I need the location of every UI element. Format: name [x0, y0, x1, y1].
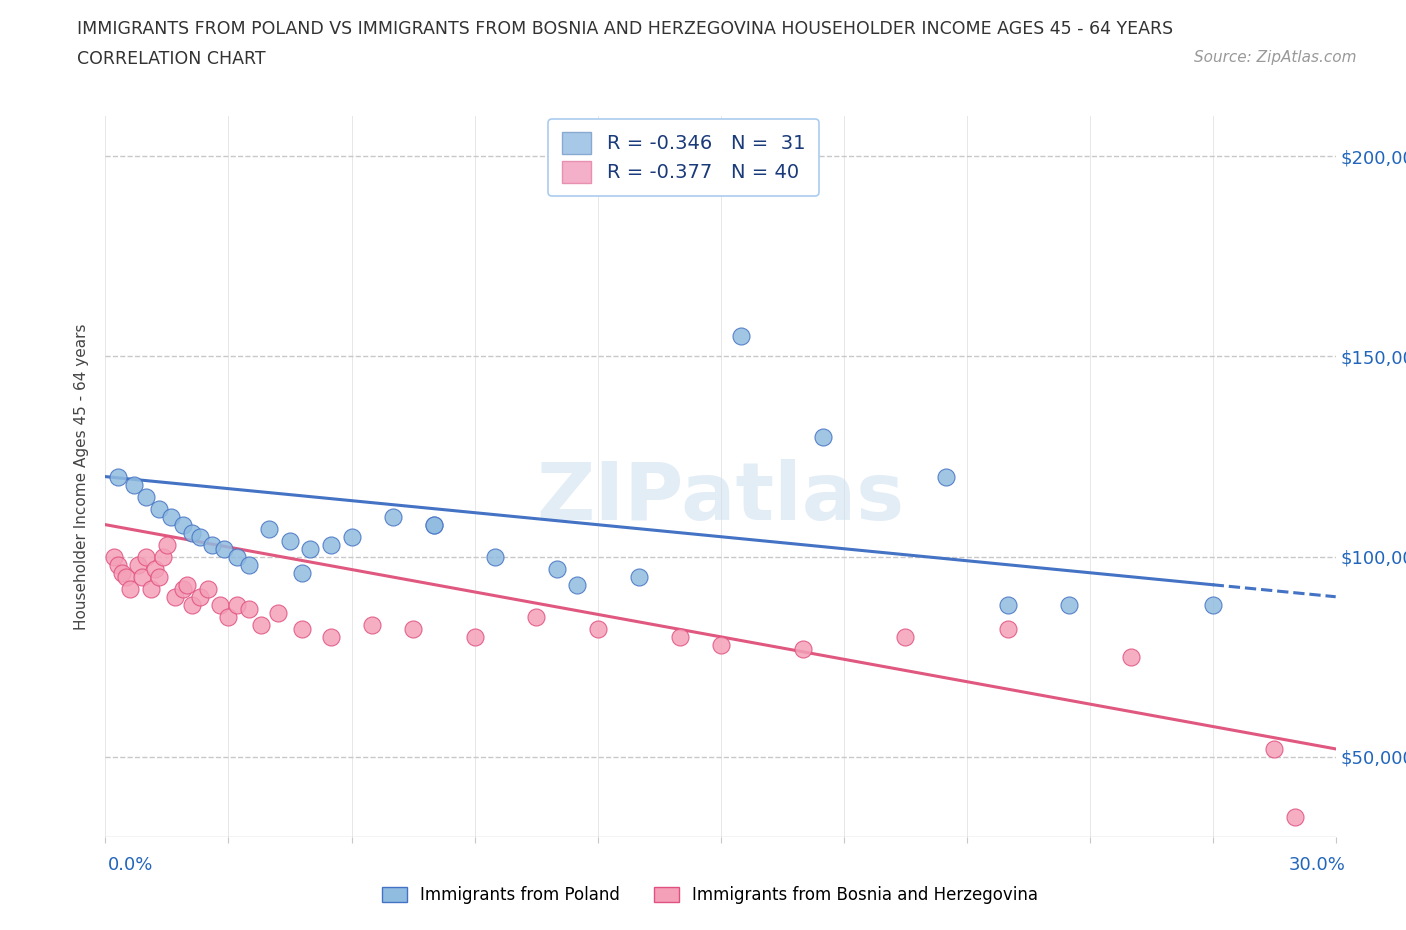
Point [267, 605, 290, 620]
Point [172, 581, 194, 596]
Point [180, 525, 202, 540]
Point [997, 621, 1019, 636]
Point [180, 597, 202, 612]
Point [238, 602, 260, 617]
Point [152, 550, 174, 565]
Point [319, 538, 342, 552]
Point [135, 489, 157, 504]
Point [131, 569, 153, 584]
Point [143, 562, 166, 577]
Point [148, 501, 170, 516]
Point [139, 581, 162, 596]
Point [1263, 741, 1285, 756]
Point [997, 597, 1019, 612]
Point [1284, 809, 1306, 824]
Point [422, 517, 444, 532]
Point [402, 621, 425, 636]
Point [464, 630, 486, 644]
Point [278, 533, 301, 548]
Point [340, 529, 363, 544]
Point [935, 469, 957, 484]
Point [148, 569, 170, 584]
Point [225, 597, 247, 612]
Text: ZIPatlas: ZIPatlas [537, 459, 904, 538]
Point [1057, 597, 1080, 612]
Point [422, 517, 444, 532]
Point [103, 550, 125, 565]
Point [565, 578, 588, 592]
Point [1119, 649, 1142, 664]
Point [546, 562, 568, 577]
Point [668, 630, 690, 644]
Legend: Immigrants from Poland, Immigrants from Bosnia and Herzegovina: Immigrants from Poland, Immigrants from … [375, 879, 1045, 910]
Point [115, 569, 138, 584]
Point [209, 597, 232, 612]
Point [291, 621, 314, 636]
Point [197, 581, 219, 596]
Point [259, 521, 281, 536]
Point [107, 469, 129, 484]
Point [225, 550, 247, 565]
Point [111, 565, 134, 580]
Point [1201, 597, 1223, 612]
Point [381, 510, 404, 525]
Point [299, 541, 322, 556]
Point [172, 517, 194, 532]
Text: 0.0%: 0.0% [108, 856, 153, 873]
Point [135, 550, 157, 565]
Point [710, 637, 733, 652]
Legend: R = -0.346   N =  31, R = -0.377   N = 40: R = -0.346 N = 31, R = -0.377 N = 40 [548, 119, 818, 196]
Y-axis label: Householder Income Ages 45 - 64 years: Householder Income Ages 45 - 64 years [75, 324, 90, 630]
Point [792, 642, 814, 657]
Point [176, 578, 198, 592]
Point [586, 621, 609, 636]
Point [811, 429, 834, 444]
Point [188, 590, 211, 604]
Point [627, 569, 650, 584]
Point [107, 557, 129, 572]
Point [214, 541, 236, 556]
Point [291, 565, 314, 580]
Point [120, 581, 141, 596]
Point [730, 329, 752, 344]
Point [524, 609, 547, 624]
Point [160, 510, 183, 525]
Point [238, 557, 260, 572]
Point [361, 618, 384, 632]
Text: CORRELATION CHART: CORRELATION CHART [77, 50, 266, 68]
Point [201, 538, 224, 552]
Point [156, 538, 179, 552]
Point [250, 618, 273, 632]
Point [165, 590, 187, 604]
Point [319, 630, 342, 644]
Text: 30.0%: 30.0% [1289, 856, 1346, 873]
Point [484, 550, 506, 565]
Text: IMMIGRANTS FROM POLAND VS IMMIGRANTS FROM BOSNIA AND HERZEGOVINA HOUSEHOLDER INC: IMMIGRANTS FROM POLAND VS IMMIGRANTS FRO… [77, 20, 1174, 38]
Text: Source: ZipAtlas.com: Source: ZipAtlas.com [1194, 50, 1357, 65]
Point [188, 529, 211, 544]
Point [894, 630, 917, 644]
Point [127, 557, 149, 572]
Point [122, 477, 145, 492]
Point [218, 609, 240, 624]
